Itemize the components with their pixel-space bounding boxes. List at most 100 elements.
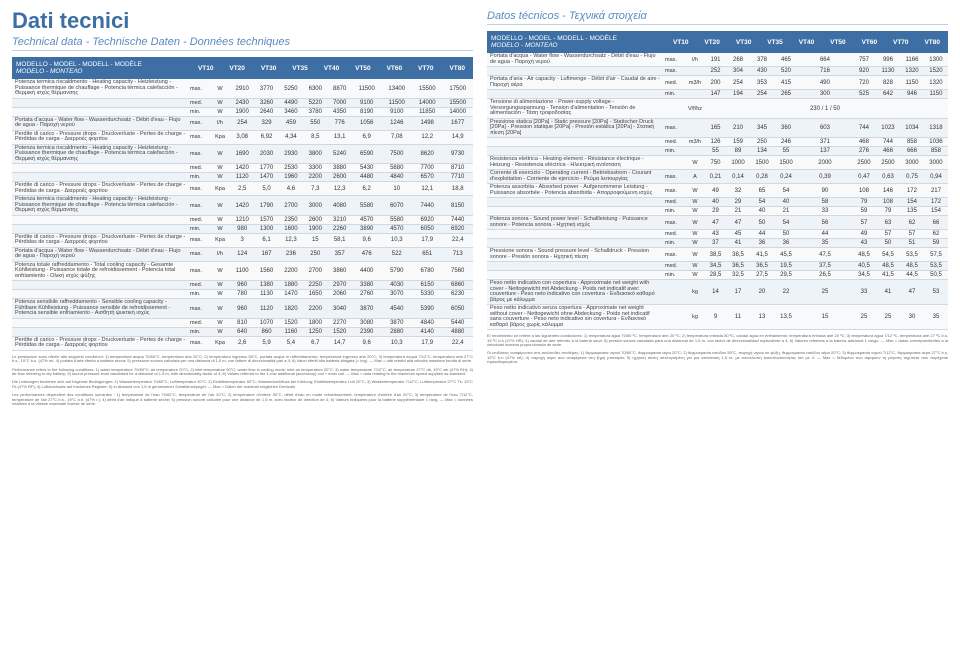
cell-value: 329 [254,116,278,130]
cell-value: 276 [852,147,876,156]
cell-value: 89 [726,147,750,156]
cell-value: 108 [852,184,876,198]
table-row: Pressione sonora - Sound pressure level … [487,248,948,262]
cell-value: 17,9 [412,336,442,350]
cell-value: 54 [774,216,798,230]
row-unit: W [210,299,230,319]
row-description: Pressione statica [20Pa] - Static pressu… [487,118,665,138]
table-row: Portata d'acqua - Water flow - Wasserdur… [12,116,473,130]
cell-value: 1960 [279,173,303,182]
row-description: Potenza sonora - Sound power level - Sch… [487,216,665,230]
cell-value: 6780 [412,261,442,281]
cell-value: 3870 [352,299,382,319]
cell-value: 40 [750,207,774,216]
cell-value: 6050 [412,224,442,233]
cell-value: 268 [726,53,750,67]
table-row: Potenza sonora - Sound power level - Sch… [487,216,948,230]
table-row: med.W24303260449052207000910011500140001… [12,98,473,107]
cell-value: 47 [705,216,726,230]
cell-value: 45 [726,230,750,239]
cell-value: 8150 [442,196,473,216]
table-row: Peso netto indicativo con copertura - Ap… [487,280,948,305]
cell-value: 15500 [442,98,473,107]
footnote: Οι επιδόσεις αναφέρονται στις ακόλουθες … [487,351,948,364]
cell-value: 25 [876,305,900,330]
cell-value: 960 [230,281,254,290]
header-label-main: MODELLO - MODEL - MODELL - MODÈLE [16,61,142,68]
cell-value: 3770 [254,79,278,98]
row-unit: W [685,207,705,216]
cell-value: 1100 [230,261,254,281]
cell-value: 1690 [230,144,254,164]
cell-value: 1470 [254,173,278,182]
cell-value: 550 [303,116,327,130]
cell-value: 66 [924,216,948,230]
row-description [487,147,665,156]
row-description: Tensione di alimentazione - Power-supply… [487,99,665,119]
cell-value: 2260 [328,224,352,233]
cell-value: 1570 [254,215,278,224]
row-description: Corrente di esercizio - Operating curren… [487,170,665,184]
cell-value: 45,5 [774,248,798,262]
cell-value: 29,5 [774,271,798,280]
cell-value: 55 [705,147,726,156]
cell-value: 41,5 [876,271,900,280]
cell-value: 2060 [328,290,352,299]
cell-value: 6920 [412,215,442,224]
cell-value: 1600 [279,224,303,233]
cell-value: 357 [328,247,352,261]
cell-value: 6150 [412,281,442,290]
row-unit: kg [685,305,705,330]
cell-value: 9,6 [352,336,382,350]
row-description [487,262,665,271]
cell-value: 1150 [900,76,924,90]
cell-value: 7000 [328,98,352,107]
cell-value: 54 [750,198,774,207]
cell-value: 254 [230,116,254,130]
cell-value: 3070 [382,290,412,299]
cell-value: 13,1 [328,130,352,144]
cell-value: 8190 [352,107,382,116]
cell-value: 12,2 [412,130,442,144]
cell-value: 3000 [303,196,327,216]
cell-value: 200 [705,76,726,90]
cell-value: 172 [924,198,948,207]
cell-value: 2030 [254,144,278,164]
cell-value: 250 [750,138,774,147]
row-level: max. [190,144,210,164]
row-unit: W [210,164,230,173]
cell-value: 3870 [382,318,412,327]
column-header: VT50 [347,65,378,72]
table-row: med.W96013801880225029703380403061506860 [12,281,473,290]
cell-value: 54,5 [876,248,900,262]
cell-value: 2000 [798,156,852,170]
row-description: Portata d'acqua - Water flow - Wasserdur… [12,116,190,130]
cell-value: 5250 [279,79,303,98]
cell-value: 1320 [900,67,924,76]
cell-value: 124 [230,247,254,261]
row-unit [685,118,705,138]
row-level: min. [665,271,685,280]
table-row: med.W434544504449575762 [487,230,948,239]
cell-value: 6,2 [352,182,382,196]
cell-value: 59 [924,239,948,248]
cell-value: 147 [705,90,726,99]
row-description [12,318,190,327]
cell-value: 1498 [412,116,442,130]
cell-value: 250 [303,247,327,261]
cell-value: 49 [705,184,726,198]
cell-value [900,99,924,119]
row-level: med. [190,318,210,327]
row-unit: W [685,230,705,239]
cell-value: 172 [900,184,924,198]
table-row: med.W14201770253033003880543058807700871… [12,164,473,173]
cell-value: 2350 [279,215,303,224]
cell-value: 466 [876,147,900,156]
row-unit: W [685,184,705,198]
cell-value: 757 [852,53,876,67]
cell-value: 50 [876,239,900,248]
cell-value: 3040 [328,299,352,319]
cell-value: 4350 [328,107,352,116]
cell-value: 55 [774,147,798,156]
table-row: Potenza termica riscaldmento - Heating c… [12,79,473,98]
